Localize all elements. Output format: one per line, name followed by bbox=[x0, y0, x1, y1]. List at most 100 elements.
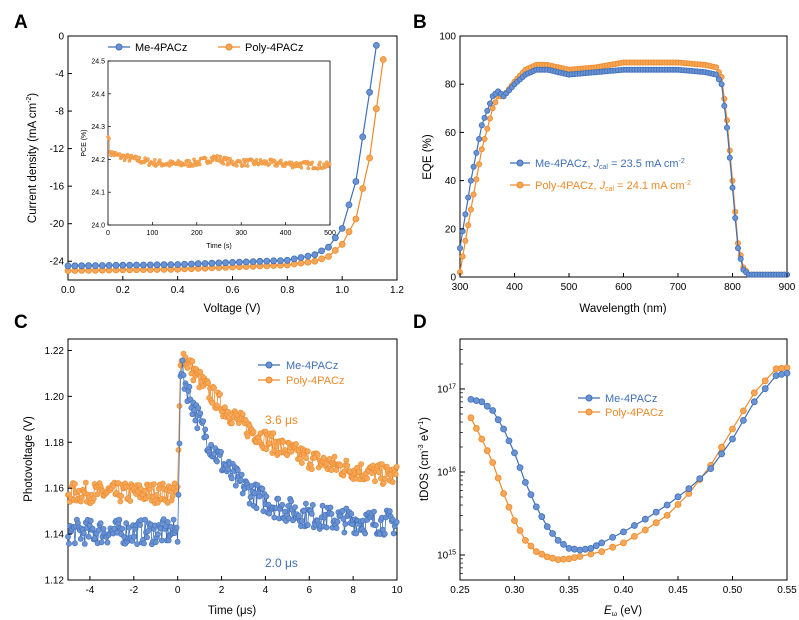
tpv-poly-4pacz-point bbox=[343, 457, 350, 464]
panel-a: A 0.0 0.2 0.4 0.6 0.8 1.0 1.2 0 -4 -8 -12 -16 -20 -2… bbox=[14, 12, 404, 315]
tpv-poly-4pacz-point bbox=[288, 448, 294, 455]
panel-a-legend: Me-4PACz Poly-4PACz bbox=[108, 42, 303, 54]
a-y-tick-label: 0 bbox=[58, 32, 64, 43]
tpv-me-4pacz-point bbox=[300, 507, 307, 514]
tpv-me-4pacz-point bbox=[393, 519, 400, 525]
tpv-me-4pacz-point bbox=[87, 517, 94, 524]
legend-label-me: Me-4PACz bbox=[135, 42, 187, 54]
tpv-poly-4pacz-point bbox=[393, 463, 400, 470]
eqe-me-4pacz-point bbox=[473, 149, 480, 156]
tpv-poly-4pacz-point bbox=[175, 447, 182, 453]
tpv-me-4pacz-point bbox=[348, 510, 355, 517]
jv-poly-4pacz-point bbox=[338, 240, 346, 248]
legend-label-poly: Poly-4PACz, Jcal = 24.1 mA cm-2 bbox=[535, 180, 691, 193]
jv-poly-4pacz-point bbox=[359, 185, 367, 192]
tpv-me-4pacz-point bbox=[372, 522, 379, 528]
tpv-me-4pacz-point bbox=[214, 458, 220, 465]
panel-a-letter: A bbox=[14, 12, 28, 33]
jv-me-4pacz-point bbox=[263, 257, 271, 265]
jv-me-4pacz-line bbox=[67, 45, 377, 267]
d-x-tick-label: 0.30 bbox=[505, 585, 525, 596]
a-x-tick-label: 0.8 bbox=[280, 285, 294, 296]
panel-a-inset: 0 100 200 300 400 500 24.024.124.224.324.424.… bbox=[81, 59, 336, 251]
tpv-me-4pacz-point bbox=[97, 520, 104, 527]
inset-y-tick-label: 24.2 bbox=[91, 157, 105, 164]
eqe-me-4pacz-point bbox=[713, 71, 720, 78]
tpv-poly-4pacz-point bbox=[72, 481, 78, 487]
jv-me-4pacz-point bbox=[146, 261, 154, 269]
tpv-me-4pacz-point bbox=[77, 536, 84, 542]
tpv-me-4pacz-point bbox=[192, 417, 199, 424]
tdos-poly-4pacz-point bbox=[494, 474, 502, 482]
inset-pce-point bbox=[187, 159, 191, 163]
tpv-me-4pacz-point bbox=[232, 482, 239, 489]
tpv-poly-4pacz-point bbox=[189, 358, 196, 365]
inset-pce-point bbox=[324, 160, 329, 164]
annotation-tau-me: 2.0 μs bbox=[265, 556, 298, 570]
inset-pce-point bbox=[318, 160, 322, 165]
jv-me-4pacz-point bbox=[133, 261, 140, 269]
jv-me-4pacz-point bbox=[338, 224, 346, 232]
c-x-tick-label: 4 bbox=[263, 585, 269, 596]
tdos-me-4pacz-point bbox=[522, 478, 529, 486]
a-x-tick-label: 1.2 bbox=[390, 285, 404, 296]
tpv-me-4pacz-point bbox=[342, 521, 349, 527]
d-y-tick-label: 1015 bbox=[437, 550, 456, 562]
tpv-poly-4pacz-point bbox=[82, 479, 89, 486]
d-x-tick-label: 0.45 bbox=[668, 585, 688, 596]
legend-label-poly: Poly-4PACz bbox=[286, 375, 344, 387]
tdos-me-4pacz-point bbox=[772, 372, 780, 380]
b-x-tick-label: 700 bbox=[670, 282, 687, 293]
inset-pce-point bbox=[146, 157, 150, 161]
a-y-tick-label: -12 bbox=[50, 144, 65, 155]
panel-a-y-ticks: 0 -4 -8 -12 -16 -20 -24 bbox=[50, 32, 72, 268]
tpv-poly-4pacz-point bbox=[239, 411, 246, 418]
inset-pce-point bbox=[282, 164, 287, 168]
panel-b-x-label: Wavelength (nm) bbox=[579, 303, 666, 315]
panel-c-y-ticks: 1.12 1.14 1.16 1.18 1.20 1.22 bbox=[45, 346, 72, 587]
b-x-tick-label: 600 bbox=[615, 282, 632, 293]
tdos-me-4pacz-point bbox=[641, 515, 649, 523]
legend-marker-me bbox=[265, 361, 273, 369]
inset-pce-point bbox=[310, 160, 315, 165]
inset-x-tick-label: 200 bbox=[191, 230, 203, 237]
tpv-poly-4pacz-point bbox=[211, 384, 217, 391]
tdos-poly-4pacz-point bbox=[549, 554, 556, 562]
tpv-me-4pacz-point bbox=[200, 418, 207, 424]
legend-marker-poly bbox=[225, 43, 233, 51]
tdos-me-4pacz-point bbox=[571, 545, 578, 553]
legend-label-me: Me-4PACz bbox=[605, 393, 657, 405]
tdos-me-4pacz-point bbox=[652, 508, 660, 516]
tdos-me-4pacz-point bbox=[494, 416, 502, 424]
tpv-poly-4pacz-point bbox=[331, 453, 338, 460]
inset-frame bbox=[107, 60, 331, 226]
tpv-me-4pacz-point bbox=[234, 467, 241, 474]
c-x-tick-label: 2 bbox=[219, 585, 225, 596]
panel-c-x-ticks: -4 -2 0 2 4 6 8 10 bbox=[85, 576, 403, 596]
inset-y-tick-label: 24.3 bbox=[91, 124, 105, 131]
eqe-poly-4pacz-point bbox=[462, 237, 469, 244]
tpv-me-4pacz-point bbox=[80, 530, 87, 537]
jv-poly-4pacz-point bbox=[318, 255, 326, 263]
jv-me-4pacz-point bbox=[235, 258, 243, 266]
b-x-tick-label: 500 bbox=[561, 282, 578, 293]
tpv-me-4pacz-point bbox=[176, 440, 183, 447]
inset-pce-point bbox=[183, 162, 187, 167]
tpv-poly-4pacz-point bbox=[228, 420, 235, 427]
tpv-poly-4pacz-point bbox=[224, 408, 231, 415]
tpv-poly-4pacz-point bbox=[214, 402, 220, 409]
tdos-me-4pacz-point bbox=[696, 475, 704, 483]
a-y-tick-label: -20 bbox=[50, 219, 65, 230]
eqe-me-4pacz-point bbox=[729, 184, 736, 191]
inset-pce-point bbox=[218, 154, 223, 159]
c-x-tick-label: -2 bbox=[129, 585, 138, 596]
tpv-me-4pacz-point bbox=[247, 494, 254, 500]
jv-me-4pacz-point bbox=[318, 247, 326, 255]
tpv-poly-4pacz-point bbox=[284, 452, 290, 459]
jv-me-4pacz-point bbox=[174, 261, 182, 268]
eqe-me-4pacz-point bbox=[462, 211, 469, 218]
jv-me-4pacz-point bbox=[256, 257, 264, 265]
eqe-me-4pacz-point bbox=[465, 194, 472, 201]
tdos-poly-4pacz-point bbox=[740, 407, 747, 415]
eqe-poly-4pacz-point bbox=[724, 117, 731, 124]
